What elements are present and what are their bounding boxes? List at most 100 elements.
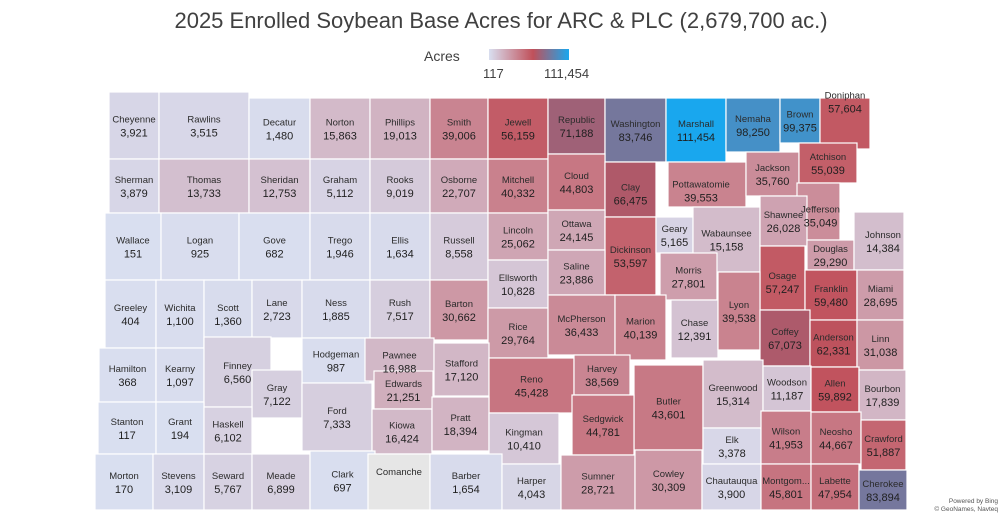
county-clay [604, 161, 657, 218]
county-name-label: Ottawa [561, 219, 592, 230]
county-value-label: 6,560 [224, 374, 252, 386]
county-value-label: 39,006 [442, 131, 476, 143]
county-value-label: 51,887 [867, 447, 901, 459]
legend-max-label: 111,454 [544, 66, 590, 81]
county-name-label: Shawnee [764, 210, 804, 221]
county-name-label: Scott [217, 303, 239, 314]
county-value-label: 47,954 [818, 489, 852, 501]
county-name-label: Jackson [755, 163, 790, 174]
county-greenwood [702, 359, 764, 429]
county-value-label: 55,039 [811, 165, 845, 177]
county-value-label: 23,886 [560, 275, 594, 287]
county-value-label: 44,667 [819, 440, 853, 452]
county-name-label: Butler [656, 397, 681, 408]
county-name-label: Cherokee [862, 479, 903, 490]
county-name-label: Nemaha [735, 114, 772, 125]
county-value-label: 83,894 [866, 492, 900, 504]
county-value-label: 36,433 [565, 327, 599, 339]
county-name-label: Gray [267, 383, 288, 394]
county-name-label: Graham [323, 175, 357, 186]
county-name-label: Hodgeman [313, 350, 359, 361]
county-name-label: Gove [263, 236, 286, 247]
county-norton [309, 97, 371, 160]
county-smith [429, 97, 489, 160]
legend-min-label: 117 [483, 66, 504, 81]
county-value-label: 12,753 [263, 188, 297, 200]
county-comanche [367, 453, 431, 511]
county-name-label: Chase [681, 318, 708, 329]
county-name-label: Phillips [385, 118, 415, 129]
county-wichita [155, 279, 205, 349]
county-name-label: Neosho [820, 427, 853, 438]
county-value-label: 16,424 [385, 434, 419, 446]
county-value-label: 15,863 [323, 131, 357, 143]
county-name-label: Seward [212, 471, 244, 482]
county-value-label: 14,384 [866, 243, 900, 255]
county-value-label: 66,475 [614, 196, 648, 208]
county-name-label: Grant [168, 417, 192, 428]
county-value-label: 40,139 [624, 330, 658, 342]
county-value-label: 19,013 [383, 131, 417, 143]
county-name-label: Barber [452, 471, 481, 482]
county-value-label: 15,158 [710, 242, 744, 254]
county-stanton [97, 401, 157, 455]
county-ford [301, 382, 373, 452]
county-value-label: 1,480 [266, 131, 294, 143]
county-value-label: 12,391 [678, 331, 712, 343]
county-marion [614, 294, 667, 361]
county-value-label: 56,159 [501, 131, 535, 143]
county-wilson [760, 410, 812, 465]
county-name-label: Meade [266, 471, 295, 482]
county-name-label: Labette [819, 476, 851, 487]
county-name-label: Kearny [165, 364, 195, 375]
county-name-label: Wallace [116, 236, 149, 247]
county-name-label: Morris [675, 266, 702, 277]
county-rooks [369, 158, 431, 214]
county-value-label: 44,803 [560, 184, 594, 196]
county-marshall [665, 97, 727, 163]
county-reno [488, 357, 575, 414]
county-sheridan [248, 158, 311, 214]
county-name-label: Jewell [505, 118, 531, 129]
county-value-label: 29,290 [814, 257, 848, 269]
county-name-label: Sheridan [260, 175, 298, 186]
county-name-label: Russell [443, 236, 474, 247]
county-name-label: Bourbon [865, 384, 901, 395]
county-name-label: Rush [389, 298, 411, 309]
county-value-label: 35,760 [756, 176, 790, 188]
county-name-label: Lane [266, 298, 287, 309]
county-name-label: Harper [517, 476, 546, 487]
county-value-label: 17,839 [866, 397, 900, 409]
county-value-label: 925 [191, 249, 209, 261]
county-name-label: Comanche [376, 467, 422, 478]
county-value-label: 22,707 [442, 188, 476, 200]
county-value-label: 7,517 [386, 311, 414, 323]
county-lincoln [487, 212, 549, 261]
county-name-label: Douglas [813, 244, 848, 255]
county-clark [309, 450, 376, 511]
county-name-label: Geary [662, 224, 688, 235]
county-value-label: 57,604 [828, 104, 862, 116]
county-value-label: 10,828 [501, 286, 535, 298]
county-lyon [717, 271, 761, 351]
county-rawlins [158, 91, 250, 160]
attribution-line-2: © GeoNames, Navteq [934, 506, 998, 513]
map-attribution: Powered by Bing © GeoNames, Navteq [934, 498, 998, 514]
county-labette [810, 463, 860, 511]
county-value-label: 2,723 [263, 311, 291, 323]
county-value-label: 1,634 [386, 249, 414, 261]
county-name-label: Saline [563, 262, 589, 273]
county-sherman [108, 158, 160, 214]
county-value-label: 27,801 [672, 279, 706, 291]
county-name-label: Chautauqua [706, 476, 758, 487]
county-butler [633, 364, 704, 451]
county-cowley [634, 449, 703, 511]
county-osborne [429, 158, 489, 214]
county-miami [856, 269, 905, 321]
county-value-label: 3,900 [718, 489, 746, 501]
county-name-label: Stanton [111, 417, 144, 428]
county-russell [429, 212, 489, 281]
county-name-label: Logan [187, 236, 213, 247]
county-bourbon [858, 369, 907, 421]
county-saline [547, 249, 606, 296]
